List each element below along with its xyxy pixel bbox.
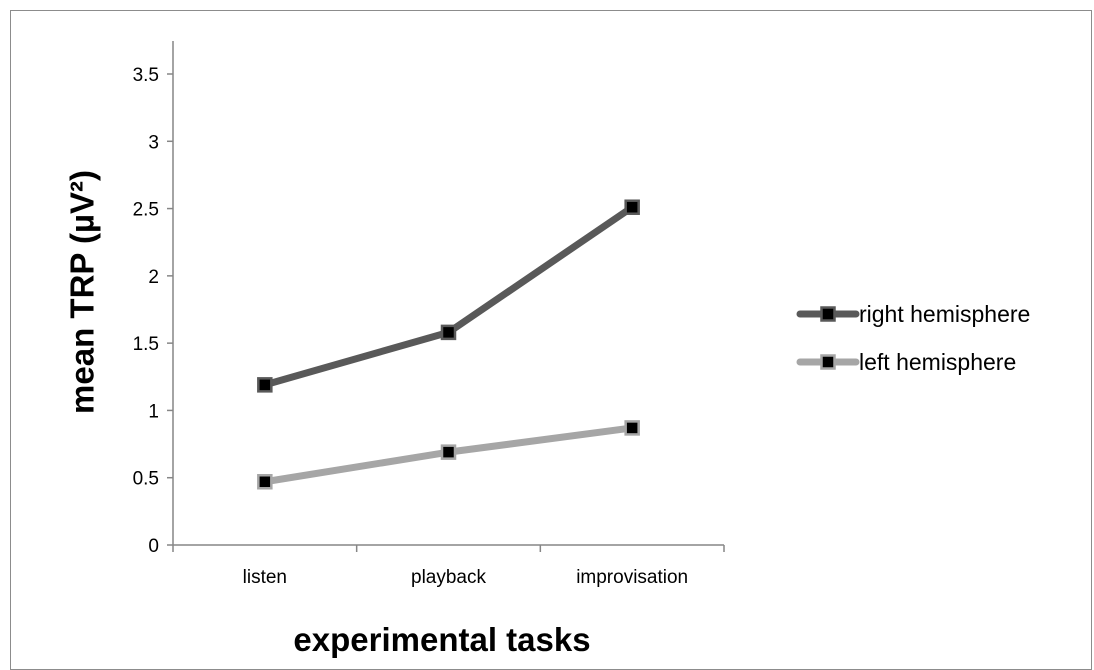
legend-label: right hemisphere (859, 301, 1030, 327)
y-ticks: 0 0.5 1 1.5 2 2.5 3 3.5 (133, 65, 173, 557)
data-point (624, 420, 640, 436)
legend: right hemisphere left hemisphere (796, 301, 1030, 375)
legend-swatch-marker (820, 306, 836, 322)
x-ticks: listen playback improvisation (172, 545, 725, 588)
x-tick-label: playback (411, 567, 486, 588)
series-markers (257, 199, 640, 490)
legend-label: left hemisphere (859, 349, 1016, 375)
y-tick-label: 2 (148, 267, 159, 288)
data-point (624, 199, 640, 215)
y-tick-label: 3 (148, 132, 159, 153)
data-point (440, 324, 457, 341)
y-tick-label: 1 (148, 401, 159, 422)
data-point (257, 474, 273, 490)
y-tick-label: 2.5 (133, 200, 159, 221)
x-tick-label: listen (243, 567, 287, 588)
legend-swatch-marker (820, 354, 836, 370)
series-line (261, 203, 636, 389)
series-lines (261, 203, 636, 486)
data-point (257, 377, 273, 393)
y-tick-label: 0.5 (133, 469, 159, 490)
y-axis-title: mean TRP (µV²) (64, 170, 101, 414)
data-point (440, 444, 457, 460)
y-tick-label: 3.5 (133, 65, 159, 86)
y-tick-label: 0 (148, 536, 159, 557)
x-axis-title: experimental tasks (293, 621, 590, 658)
x-tick-label: improvisation (576, 567, 688, 588)
y-tick-label: 1.5 (133, 334, 159, 355)
